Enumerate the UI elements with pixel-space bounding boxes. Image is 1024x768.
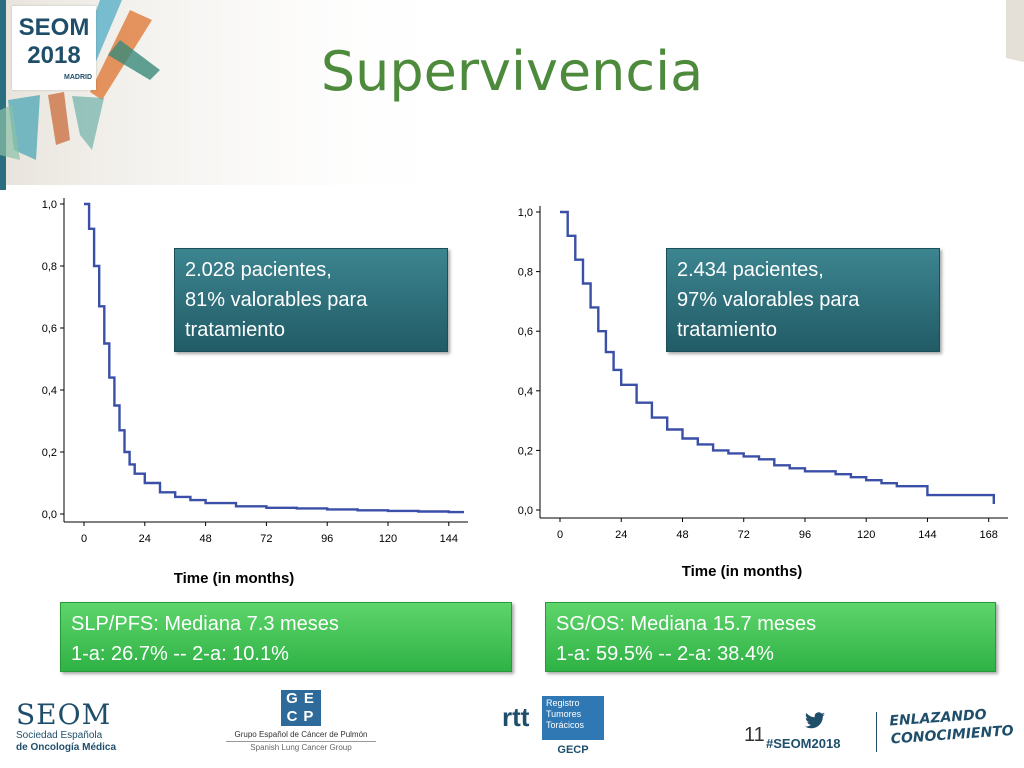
os-callout-line2: 97% valorables para: [677, 289, 860, 311]
pfs-survival-curve: [84, 202, 464, 514]
os-x-tick-label: 120: [857, 529, 875, 541]
pfs-x-tick-label: 0: [81, 533, 87, 545]
rtt-logo-line3: Torácicos: [546, 720, 585, 730]
logo-year-text: 2018: [27, 42, 81, 69]
os-y-tick-label: 0,4: [518, 386, 533, 398]
footer-divider: [876, 712, 877, 752]
pfs-x-axis-label: Time (in months): [174, 570, 295, 587]
pfs-y-tick-label: 0,8: [42, 261, 57, 273]
rtt-logo-sub: GECP: [557, 744, 589, 756]
pfs-y-tick-label: 0,4: [42, 385, 57, 397]
seom-logo-line1: Sociedad Española: [16, 730, 103, 741]
os-x-tick-label: 168: [980, 529, 998, 541]
rtt-logo-line2: Tumores: [546, 709, 582, 719]
os-y-tick-label: 0,6: [518, 326, 533, 338]
seom-society-logo: SEOM Sociedad Española de Oncología Médi…: [16, 700, 146, 756]
pfs-summary-box: SLP/PFS: Mediana 7.3 meses 1-a: 26.7% --…: [60, 602, 512, 672]
os-x-tick-label: 48: [676, 529, 688, 541]
seom-logo-name: SEOM: [16, 698, 112, 731]
pfs-x-tick-label: 72: [260, 533, 272, 545]
pfs-x-tick-label: 144: [440, 533, 458, 545]
header-decoration: [0, 0, 1024, 190]
twitter-bird-icon: [805, 712, 825, 729]
os-x-tick-label: 0: [557, 529, 563, 541]
pfs-patients-callout: 2.028 pacientes, 81% valorables para tra…: [174, 248, 448, 352]
page-number: 11: [744, 724, 765, 746]
seom-logo-line2: de Oncología Médica: [16, 742, 117, 753]
slogan: ENLAZANDO CONOCIMIENTO: [889, 704, 1021, 749]
os-x-tick-label: 96: [799, 529, 811, 541]
pfs-y-tick-label: 0,0: [42, 509, 57, 521]
pfs-callout-line1: 2.028 pacientes,: [185, 259, 332, 281]
seom2018-logo: SEOM 2018 MADRID: [12, 6, 96, 90]
logo-city-text: MADRID: [64, 74, 92, 81]
pfs-x-tick-label: 120: [379, 533, 397, 545]
os-x-tick-label: 144: [918, 529, 936, 541]
gecp-logo-letters: GECP: [281, 690, 321, 726]
os-summary-line1: SG/OS: Mediana 15.7 meses: [556, 613, 817, 635]
logo-seom-text: SEOM: [18, 14, 90, 41]
os-summary-box: SG/OS: Mediana 15.7 meses 1-a: 59.5% -- …: [545, 602, 996, 672]
pfs-y-tick-label: 0,6: [42, 323, 57, 335]
rtt-logo-line1: Registro: [546, 698, 580, 708]
os-survival-curve: [560, 210, 995, 504]
os-x-tick-label: 24: [615, 529, 627, 541]
os-y-tick-label: 0,0: [518, 505, 533, 517]
pfs-y-tick-label: 1,0: [42, 199, 57, 211]
os-callout-line3: tratamiento: [677, 319, 778, 341]
os-x-tick-label: 72: [738, 529, 750, 541]
os-y-tick-label: 1,0: [518, 207, 533, 219]
os-y-tick-label: 0,2: [518, 445, 533, 457]
rtt-logo-mark: rtt: [502, 702, 530, 732]
gecp-logo: GECP Grupo Español de Cáncer de Pulmón S…: [226, 690, 376, 762]
gecp-logo-line1: Grupo Español de Cáncer de Pulmón: [234, 730, 368, 739]
pfs-y-tick-label: 0,2: [42, 447, 57, 459]
slide-title: Supervivencia: [320, 40, 704, 103]
pfs-callout-line2: 81% valorables para: [185, 289, 368, 311]
os-x-axis-label: Time (in months): [682, 563, 803, 580]
os-y-tick-label: 0,8: [518, 267, 533, 279]
pfs-x-tick-label: 24: [139, 533, 151, 545]
event-hashtag: #SEOM2018: [766, 736, 841, 751]
rtt-logo: rtt Registro Tumores Torácicos GECP: [502, 696, 612, 760]
os-patients-callout: 2.434 pacientes, 97% valorables para tra…: [666, 248, 940, 352]
pfs-x-tick-label: 96: [321, 533, 333, 545]
pfs-x-tick-label: 48: [199, 533, 211, 545]
pfs-callout-line3: tratamiento: [185, 319, 286, 341]
os-summary-line2: 1-a: 59.5% -- 2-a: 38.4%: [556, 643, 774, 665]
os-callout-line1: 2.434 pacientes,: [677, 259, 824, 281]
pfs-summary-line1: SLP/PFS: Mediana 7.3 meses: [71, 613, 339, 635]
pfs-summary-line2: 1-a: 26.7% -- 2-a: 10.1%: [71, 643, 289, 665]
gecp-logo-line2: Spanish Lung Cancer Group: [226, 741, 376, 752]
rtt-logo-block: Registro Tumores Torácicos: [542, 696, 604, 740]
